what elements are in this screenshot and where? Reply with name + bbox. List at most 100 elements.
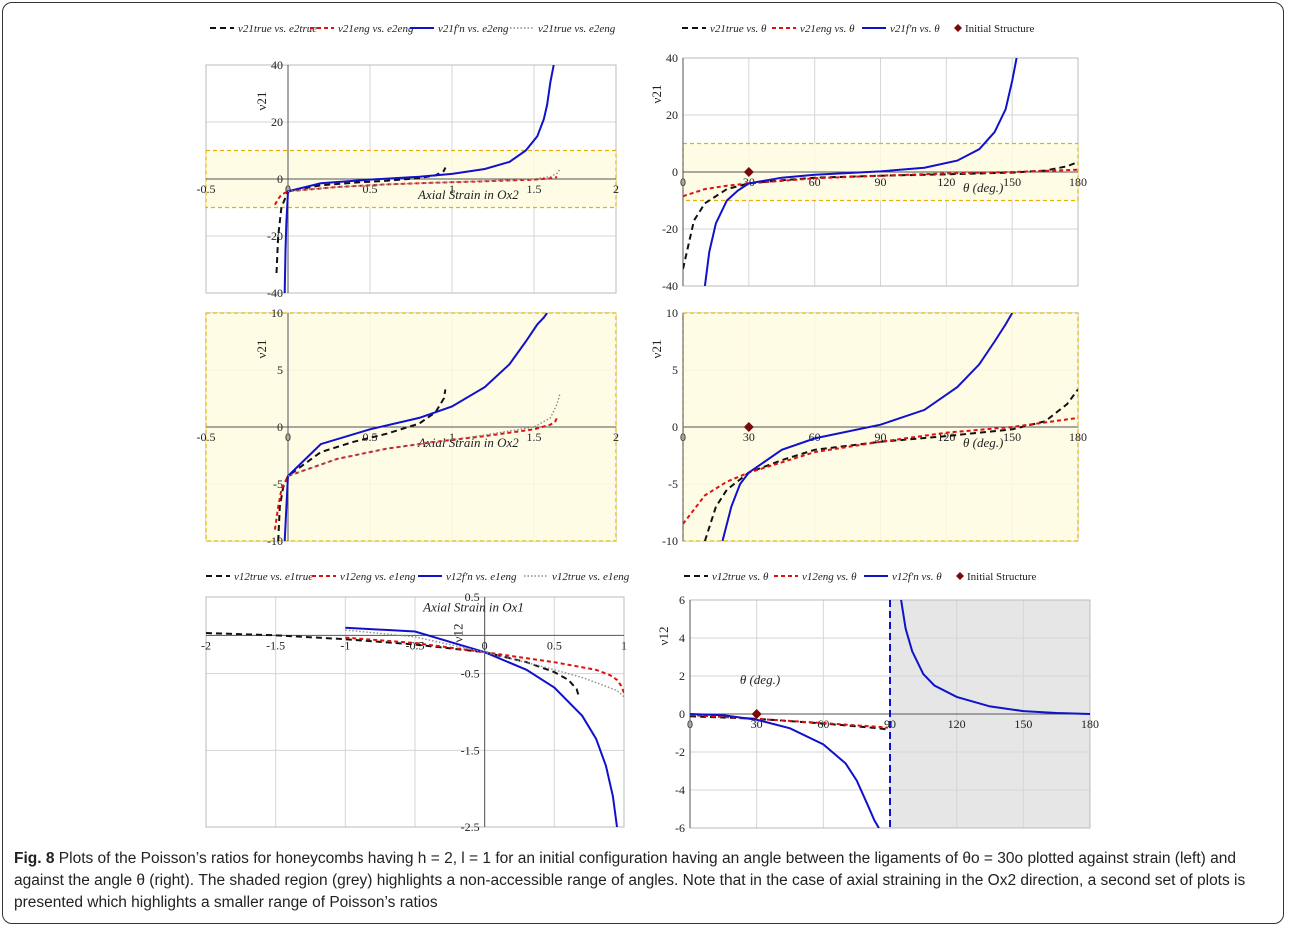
y-tick-label: -2: [675, 745, 685, 759]
x-tick-label: 0: [680, 430, 686, 444]
series-line-eng: [683, 168, 1078, 198]
legend-entry: Initial Structure: [967, 571, 1036, 583]
x-tick-label: -0.5: [197, 430, 216, 444]
y-tick-label: -5: [668, 477, 678, 491]
initial-structure-marker: [743, 422, 754, 432]
x-tick-label: 90: [875, 175, 887, 189]
chart-p3: -0.5 0 0.5 1 1.5 2 10 5 0 -5 -10 ν21 Axial Strain in…: [197, 306, 620, 548]
y-axis-label: ν21: [649, 85, 664, 104]
series-line-fn: [283, 65, 555, 293]
y-tick-label: 4: [679, 631, 685, 645]
legend: ν12true vs. θ ν12eng vs. θ ν12f'n vs. θ Ini…: [684, 571, 1036, 583]
caption-text: Plots of the Poisson’s ratios for honeyc…: [14, 850, 1246, 911]
series-line-dotted: [287, 392, 561, 477]
legend-entry: ν12true vs. e1true: [234, 571, 313, 583]
x-tick-label: 120: [948, 717, 966, 731]
legend-entry: ν21true vs. e2eng: [538, 23, 616, 35]
y-tick-label: 0: [672, 165, 678, 179]
y-tick-label: 0: [277, 420, 283, 434]
y-tick-label: 5: [672, 363, 678, 377]
x-tick-label: -0.5: [406, 638, 425, 652]
legend: ν21true vs. e2true ν21eng vs. e2eng ν21f'n…: [210, 23, 616, 35]
series-line-true: [275, 167, 447, 274]
x-tick-label: 1: [449, 182, 455, 196]
x-axis-label: Axial Strain in Ox1: [422, 599, 524, 614]
x-tick-label: 2: [613, 430, 619, 444]
x-tick-label: 1: [449, 430, 455, 444]
x-tick-label: 0: [285, 430, 291, 444]
x-tick-label: -0.5: [197, 182, 216, 196]
x-tick-label: 0.5: [363, 430, 378, 444]
legend-entry: ν21eng vs. e2eng: [338, 23, 414, 35]
legend: ν12true vs. e1true ν12eng vs. e1eng ν12f'n…: [206, 571, 630, 583]
x-tick-label: 150: [1014, 717, 1032, 731]
plot-area: [205, 596, 625, 828]
legend-entry: ν12true vs. θ: [712, 571, 769, 583]
y-axis-label: ν12: [451, 624, 466, 643]
x-axis-label: θ (deg.): [740, 672, 780, 687]
series-line-fn: [900, 600, 1090, 715]
y-tick-label: -4: [675, 783, 685, 797]
y-tick-label: -10: [267, 534, 283, 548]
series-line-dotted: [287, 168, 561, 192]
legend-entry: ν12true vs. e1eng: [552, 571, 630, 583]
y-tick-label: 40: [271, 58, 283, 72]
legend-entry: Initial Structure: [965, 23, 1034, 35]
series-line-eng: [690, 714, 888, 729]
y-tick-label: -0.5: [461, 667, 480, 681]
series-line-true: [206, 632, 581, 699]
y-tick-label: -40: [662, 279, 678, 293]
legend-entry: ν21f'n vs. e2eng: [438, 23, 509, 35]
series-line-dotted: [345, 629, 624, 698]
y-tick-label: 0: [277, 172, 283, 186]
x-tick-label: 2: [613, 182, 619, 196]
y-tick-label: 20: [271, 115, 283, 129]
x-tick-label: -1.5: [266, 638, 285, 652]
x-tick-label: 0: [482, 638, 488, 652]
x-tick-label: -1: [340, 638, 350, 652]
y-tick-label: -20: [267, 229, 283, 243]
x-axis-label: Axial Strain in Ox2: [417, 187, 519, 202]
y-tick-label: 0: [679, 707, 685, 721]
legend-entry: ν12eng vs. θ: [802, 571, 857, 583]
initial-structure-marker: [743, 167, 754, 177]
legend-entry: ν21eng vs. θ: [800, 23, 855, 35]
y-tick-label: -10: [662, 534, 678, 548]
y-tick-label: 10: [666, 306, 678, 320]
series-line-true: [277, 389, 447, 541]
legend-entry: ν21true vs. e2true: [238, 23, 317, 35]
x-tick-label: 120: [937, 175, 955, 189]
y-tick-label: -20: [662, 222, 678, 236]
x-tick-label: 0.5: [547, 638, 562, 652]
y-tick-label: -6: [675, 821, 685, 835]
y-tick-label: -5: [273, 477, 283, 491]
legend-entry: ν12f'n vs. θ: [892, 571, 942, 583]
legend-entry: ν21f'n vs. θ: [890, 23, 940, 35]
x-tick-label: 0: [687, 717, 693, 731]
legend-entry: ν12f'n vs. e1eng: [446, 571, 517, 583]
legend-marker: [956, 572, 964, 580]
chart-p5: -2 -1.5 -1 -0.5 0 0.5 1 0.5 -0.5 -1.5 -2.5 ν12 Axial…: [201, 571, 630, 834]
series-line-eng: [683, 416, 1078, 525]
series-line-fn: [345, 626, 618, 827]
initial-structure-marker: [751, 709, 762, 719]
legend-entry: ν21true vs. θ: [710, 23, 767, 35]
x-axis-label: Axial Strain in Ox2: [417, 435, 519, 450]
y-axis-label: ν21: [254, 340, 269, 359]
y-axis-label: ν21: [254, 92, 269, 111]
x-tick-label: 180: [1069, 430, 1087, 444]
y-tick-label: 10: [271, 306, 283, 320]
y-tick-label: 20: [666, 108, 678, 122]
x-axis-label: θ (deg.): [963, 180, 1003, 195]
series-line-fn: [721, 313, 1014, 541]
x-axis-label: θ (deg.): [963, 435, 1003, 450]
series-line-eng: [345, 636, 624, 694]
y-tick-label: -2.5: [461, 820, 480, 834]
x-tick-label: 1.5: [527, 182, 542, 196]
